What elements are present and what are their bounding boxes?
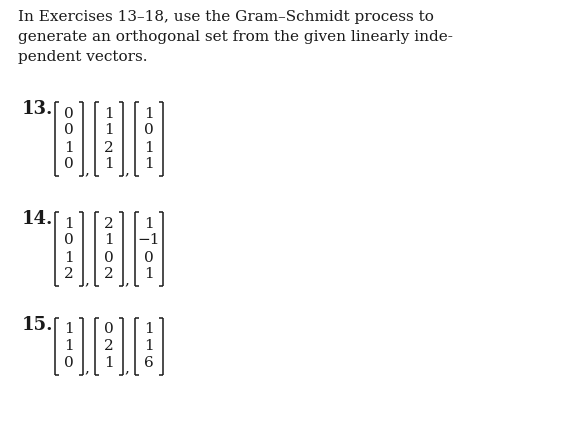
Text: ,: , [84, 163, 89, 177]
Text: 0: 0 [64, 124, 74, 138]
Text: 1: 1 [144, 141, 154, 155]
Text: ,: , [124, 273, 129, 287]
Text: In Exercises 13–18, use the Gram–Schmidt process to
generate an orthogonal set f: In Exercises 13–18, use the Gram–Schmidt… [18, 10, 453, 64]
Text: 6: 6 [144, 356, 154, 370]
Text: 1: 1 [64, 217, 74, 230]
Text: 1: 1 [104, 233, 114, 247]
Text: 1: 1 [64, 322, 74, 336]
Text: 2: 2 [104, 267, 114, 282]
Text: 1: 1 [144, 106, 154, 121]
Text: ,: , [124, 163, 129, 177]
Text: 1: 1 [144, 339, 154, 353]
Text: 1: 1 [104, 106, 114, 121]
Text: 1: 1 [144, 322, 154, 336]
Text: 1: 1 [104, 158, 114, 171]
Text: 13.: 13. [22, 100, 53, 118]
Text: −1: −1 [138, 233, 160, 247]
Text: 0: 0 [64, 356, 74, 370]
Text: 0: 0 [64, 106, 74, 121]
Text: 1: 1 [104, 356, 114, 370]
Text: 1: 1 [64, 339, 74, 353]
Text: 0: 0 [144, 124, 154, 138]
Text: 1: 1 [64, 141, 74, 155]
Text: 1: 1 [144, 267, 154, 282]
Text: 1: 1 [144, 217, 154, 230]
Text: ,: , [124, 362, 129, 375]
Text: ,: , [84, 273, 89, 287]
Text: 2: 2 [104, 339, 114, 353]
Text: 15.: 15. [22, 316, 53, 333]
Text: ,: , [84, 362, 89, 375]
Text: 0: 0 [144, 250, 154, 264]
Text: 0: 0 [104, 322, 114, 336]
Text: 14.: 14. [22, 210, 53, 228]
Text: 2: 2 [104, 217, 114, 230]
Text: 1: 1 [144, 158, 154, 171]
Text: 0: 0 [104, 250, 114, 264]
Text: 2: 2 [64, 267, 74, 282]
Text: 1: 1 [104, 124, 114, 138]
Text: 0: 0 [64, 233, 74, 247]
Text: 0: 0 [64, 158, 74, 171]
Text: 2: 2 [104, 141, 114, 155]
Text: 1: 1 [64, 250, 74, 264]
